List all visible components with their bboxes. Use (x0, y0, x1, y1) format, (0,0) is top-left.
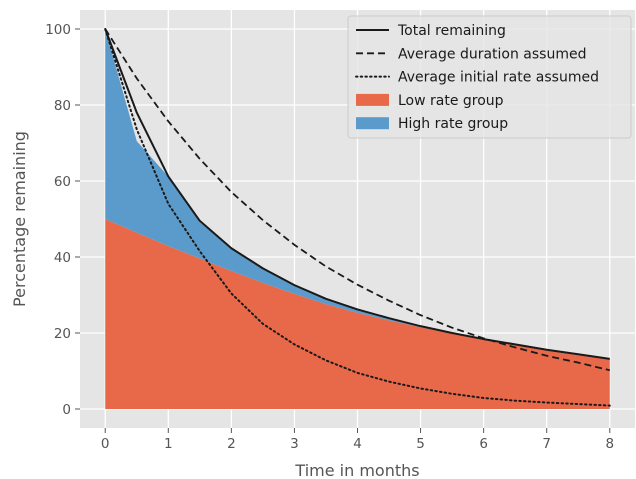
x-tick-label: 4 (353, 436, 362, 452)
legend-key-low-rate-group (356, 93, 389, 106)
series-lines (104, 28, 611, 407)
y-tick-label: 40 (54, 250, 71, 266)
y-tick-label: 0 (62, 402, 71, 418)
legend-label-average-initial-rate: Average initial rate assumed (398, 70, 599, 86)
x-axis-label: Time in months (294, 461, 419, 479)
x-tick-label: 7 (542, 436, 551, 452)
x-tick-label: 6 (479, 436, 488, 452)
area-low-rate-group (105, 219, 610, 409)
legend-label-high-rate-group: High rate group (398, 116, 508, 132)
x-tick-label: 2 (227, 436, 236, 452)
legend: Total remaining Average duration assumed… (347, 15, 632, 139)
legend-label-low-rate-group: Low rate group (398, 93, 504, 109)
x-tick-label: 1 (164, 436, 173, 452)
legend-box (347, 15, 632, 139)
legend-key-high-rate-group (356, 117, 389, 130)
line-total-remaining (104, 28, 610, 360)
y-tick-label: 80 (54, 98, 71, 114)
legend-label-average-duration: Average duration assumed (398, 46, 586, 62)
y-tick-label: 60 (54, 174, 71, 190)
stacked-areas (105, 29, 610, 409)
x-tick-label: 0 (101, 436, 110, 452)
y-tick-label: 100 (45, 22, 71, 38)
line-average-duration-assumed (104, 28, 610, 372)
x-tick-label: 3 (290, 436, 299, 452)
x-tick-label: 8 (605, 436, 614, 452)
y-axis-label: Percentage remaining (10, 131, 29, 307)
x-tick-label: 5 (416, 436, 425, 452)
line-average-initial-rate-assumed (104, 28, 611, 407)
legend-label-total-remaining: Total remaining (397, 23, 506, 39)
y-tick-label: 20 (54, 326, 71, 342)
